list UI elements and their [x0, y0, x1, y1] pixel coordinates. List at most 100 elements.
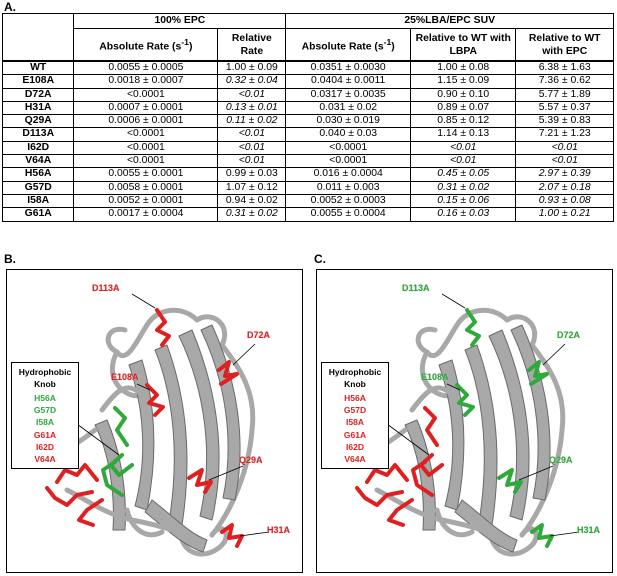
col-header-abs-rate-epc: Absolute Rate (s-1)	[73, 28, 219, 62]
sidechain-d72a	[217, 360, 239, 386]
legend-title-line-2: Knob	[344, 379, 366, 389]
ribbon-loop	[415, 322, 460, 358]
cell-rel-wt-lbpa: <0.01	[410, 140, 517, 156]
cell-rel-wt-lbpa: 0.45 ± 0.05	[410, 167, 517, 182]
cell-abs-rate-lba: 0.0404 ± 0.0011	[285, 74, 412, 89]
col-header-rel-wt-epc: Relative to WT with EPC	[515, 28, 614, 62]
legend-title-line-1: Hydrophobic	[18, 367, 72, 377]
sidechain-g57d	[109, 453, 134, 477]
legend-title-line-1: Hydrophobic	[328, 367, 382, 377]
row-mutant-name: D113A	[1, 127, 75, 142]
leader-line	[386, 423, 430, 456]
table-row: H56A 0.0055 ± 0.0001 0.99 ± 0.03 0.016 ± 0.…	[1, 167, 614, 182]
cell-rel-wt-epc: 1.00 ± 0.21	[515, 207, 614, 222]
cell-abs-rate-lba: <0.0001	[285, 140, 412, 156]
hydrophobic-knob-sidechains	[45, 308, 244, 548]
cell-rel-wt-lbpa: 0.89 ± 0.07	[410, 100, 517, 116]
cell-rel-wt-lbpa: 1.14 ± 0.13	[410, 127, 517, 142]
ribbon-loop	[105, 322, 150, 358]
cell-rel-wt-epc: 5.39 ± 0.83	[515, 114, 614, 129]
hydrophobic-knob-legend: Hydrophobic Knob H56A G57D I58A G61A I62D V64A	[11, 362, 79, 470]
leader-line	[208, 465, 244, 481]
cell-rel-wt-epc: 7.36 ± 0.62	[515, 74, 614, 89]
cell-relative-rate: <0.01	[217, 87, 287, 102]
legend-item-g61a: G61A	[33, 429, 57, 440]
group-header-epc: 100% EPC	[73, 13, 287, 29]
sidechain-g57d	[419, 453, 444, 477]
cell-rel-wt-epc: 2.07 ± 0.18	[515, 180, 614, 195]
cell-rel-wt-lbpa: 1.15 ± 0.09	[410, 74, 517, 89]
cell-abs-rate-epc: 0.0055 ± 0.0001	[73, 167, 219, 182]
cell-relative-rate: 0.13 ± 0.01	[217, 100, 287, 116]
leader-line	[232, 343, 256, 366]
legend-item-h56a: H56A	[344, 393, 366, 403]
protein-ribbon-drawing	[354, 293, 580, 557]
sidechain-e108a	[455, 383, 475, 417]
cell-rel-wt-lbpa: 0.15 ± 0.06	[410, 193, 517, 209]
sidechain-i62d	[355, 486, 404, 507]
sidechain-g61a	[55, 463, 99, 484]
row-mutant-name: I58A	[1, 193, 75, 209]
cell-abs-rate-lba: 0.0052 ± 0.0003	[285, 193, 412, 209]
table-row: D113A <0.0001 <0.01 0.040 ± 0.03 1.14 ± 0.13…	[1, 127, 614, 142]
cell-abs-rate-epc: <0.0001	[73, 140, 219, 156]
cell-rel-wt-epc: <0.01	[515, 140, 614, 156]
sidechain-h31a	[530, 523, 554, 548]
leader-line	[549, 531, 580, 537]
cell-abs-rate-lba: 0.030 ± 0.019	[285, 114, 412, 129]
cell-abs-rate-epc: <0.0001	[73, 127, 219, 142]
cell-relative-rate: 0.94 ± 0.02	[217, 193, 287, 209]
protein-ribbon-drawing	[44, 293, 270, 557]
cell-rel-wt-epc: 0.93 ± 0.08	[515, 193, 614, 209]
sidechain-i62d	[45, 486, 94, 507]
row-mutant-name: I62D	[1, 140, 75, 156]
cell-abs-rate-lba: <0.0001	[285, 154, 412, 169]
legend-item-v64a: V64A	[34, 454, 56, 465]
row-mutant-name: H56A	[1, 167, 75, 182]
leader-line	[239, 531, 270, 537]
cell-abs-rate-epc: 0.0018 ± 0.0007	[73, 74, 219, 89]
cell-relative-rate: <0.01	[217, 127, 287, 142]
cell-rel-wt-lbpa: <0.01	[410, 154, 517, 169]
ribbon-loop	[434, 507, 475, 538]
legend-title: Hydrophobic Knob	[326, 366, 384, 390]
leader-line	[441, 293, 466, 309]
cell-abs-rate-epc: 0.0055 ± 0.0005	[73, 60, 219, 76]
beta-strand	[454, 499, 518, 553]
legend-item-v64a: V64A	[344, 454, 366, 465]
row-mutant-name: V64A	[1, 154, 75, 169]
ribbon-loop	[124, 507, 165, 538]
sidechain-h56a	[113, 406, 129, 447]
legend-item-i58a: I58A	[346, 417, 364, 428]
structure-figure-c: D113A D72A E108A Q29A H31A Hydrophobic Knob H56…	[316, 269, 613, 573]
sidechain-v64a	[387, 498, 414, 527]
ribbon-loop	[209, 342, 256, 538]
legend-item-i58a: I58A	[36, 417, 54, 428]
row-mutant-name: E108A	[1, 74, 75, 89]
mutant-label-e108a: E108A	[421, 372, 449, 382]
legend-title: Hydrophobic Knob	[16, 366, 74, 390]
leader-line	[136, 383, 151, 391]
sidechain-h31a	[220, 523, 244, 548]
legend-item-i62d: I62D	[36, 441, 54, 452]
leader-line	[518, 465, 554, 481]
cell-rel-wt-lbpa: 0.85 ± 0.12	[410, 114, 517, 129]
sidechain-d72a	[527, 360, 549, 386]
sidechain-q29a	[187, 468, 213, 494]
beta-strand	[128, 359, 155, 511]
cell-abs-rate-lba: 0.0351 ± 0.0030	[285, 60, 412, 76]
panel-label-c: C.	[314, 252, 326, 266]
mutant-label-d113a: D113A	[92, 283, 120, 293]
sidechain-h56a	[423, 406, 439, 447]
ribbon-loop	[179, 526, 229, 557]
col-header-rel-wt-lbpa: Relative to WT with LBPA	[410, 28, 517, 62]
row-mutant-name: Q29A	[1, 114, 75, 129]
cell-rel-wt-lbpa: 0.31 ± 0.02	[410, 180, 517, 195]
ribbon-loop	[409, 385, 455, 413]
beta-strand	[200, 324, 241, 501]
mutant-label-d72a: D72A	[557, 330, 581, 340]
row-mutant-name: G57D	[1, 180, 75, 195]
cell-abs-rate-epc: 0.0052 ± 0.0001	[73, 193, 219, 209]
sidechain-v64a	[77, 498, 104, 527]
table-row: I62D <0.0001 <0.01 <0.0001 <0.01 <0.01	[1, 140, 614, 156]
